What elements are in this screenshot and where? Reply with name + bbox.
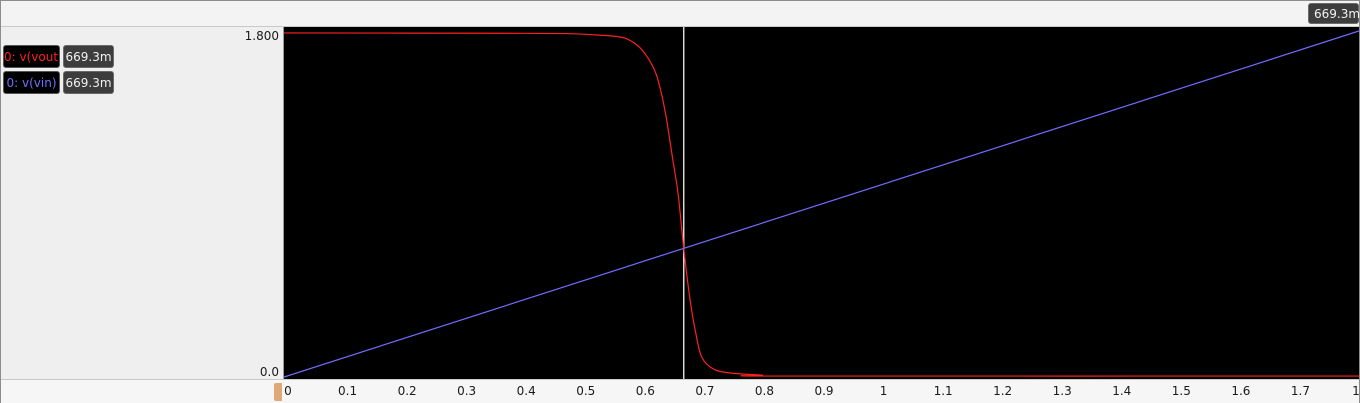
cursor-x-readout[interactable]: 669.3m: [1308, 3, 1360, 24]
x-tick-label: 0: [284, 384, 292, 398]
x-tick-label: 0.8: [754, 384, 774, 398]
x-tick-label: 0.4: [516, 384, 536, 398]
x-tick-label: 0.5: [576, 384, 596, 398]
waveform-chart[interactable]: [284, 27, 1359, 379]
trace-label-vin[interactable]: 0: v(vin): [3, 71, 60, 94]
x-tick-label: 0.3: [457, 384, 477, 398]
plot-area[interactable]: [283, 27, 1359, 379]
x-tick-label: 1.2: [993, 384, 1013, 398]
trace-label-vout[interactable]: 0: v(vout): [3, 45, 60, 68]
x-tick-label: 0.6: [635, 384, 655, 398]
x-axis[interactable]: 0 0.1 0.2 0.3 0.4 0.5 0.6 0.7 0.8 0.9 1 1.1 1.2 1.3 1.…: [1, 379, 1360, 403]
trace-value-vout: 669.3m: [63, 45, 114, 68]
y-axis-min-label: 0.0: [259, 365, 279, 379]
x-tick-label: 1.3: [1052, 384, 1072, 398]
x-tick-label: 0.1: [338, 384, 358, 398]
series-line-vin: [284, 30, 1359, 378]
x-tick-label: 0.9: [814, 384, 834, 398]
x-tick-label: 1: [879, 384, 888, 398]
x-tick-label: 0.7: [695, 384, 715, 398]
series-line-vout: [284, 32, 1359, 377]
x-tick-label: 0.2: [397, 384, 417, 398]
y-axis-max-label: 1.800: [244, 29, 279, 43]
trace-legend-panel: 0: v(vout) 669.3m 0: v(vin) 669.3m 1.800…: [1, 27, 283, 379]
x-axis-handle[interactable]: [274, 383, 282, 401]
x-tick-label: 1.5: [1171, 384, 1191, 398]
trace-value-vin: 669.3m: [63, 71, 114, 94]
x-tick-label: 1: [1352, 384, 1360, 398]
x-tick-label: 1.4: [1112, 384, 1132, 398]
x-tick-label: 1.7: [1290, 384, 1310, 398]
x-tick-label: 1.6: [1231, 384, 1251, 398]
cursor-bar: 669.3m: [1, 1, 1360, 27]
x-tick-label: 1.1: [933, 384, 953, 398]
